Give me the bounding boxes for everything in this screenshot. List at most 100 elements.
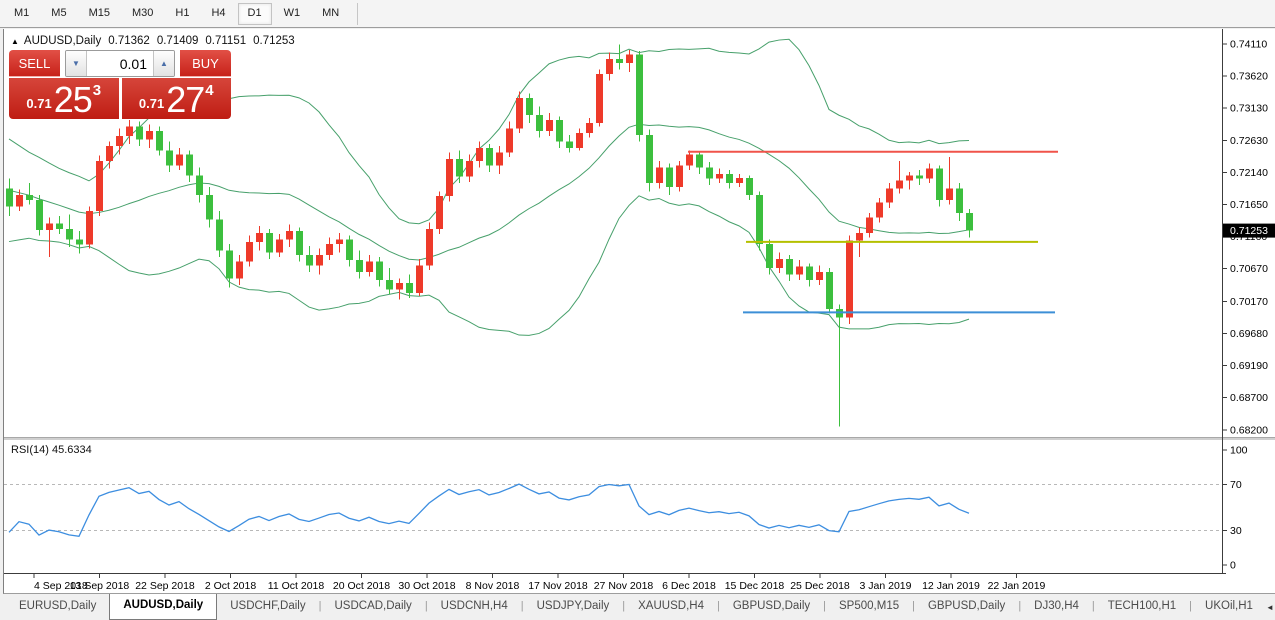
date-axis-label: 15 Dec 2018 — [725, 580, 785, 592]
candle-body — [136, 126, 143, 140]
candle-body — [156, 130, 163, 151]
candle-body — [936, 168, 943, 201]
candle-body — [426, 228, 433, 266]
candle-body — [106, 145, 113, 161]
timeframe-button-H4[interactable]: H4 — [201, 3, 235, 25]
sell-price-main: 25 — [53, 79, 93, 121]
tab-XAUUSD-H4[interactable]: XAUUSD,H4 — [638, 600, 704, 612]
candle-body — [276, 239, 283, 253]
timeframe-button-M5[interactable]: M5 — [41, 3, 76, 25]
volume-input[interactable] — [87, 51, 153, 76]
chart-tab-bar: EURUSD,Daily AUDUSD,Daily USDCHF,Daily | USD… — [0, 594, 1275, 620]
candle-body — [6, 188, 13, 207]
candle-body — [906, 175, 913, 181]
tab-USDCNH-H4[interactable]: USDCNH,H4 — [440, 600, 508, 612]
tab-DJ30-H4[interactable]: DJ30,H4 — [1034, 600, 1079, 612]
candle-body — [696, 154, 703, 168]
candle-body — [676, 165, 683, 188]
tab-EURUSD-Daily[interactable]: EURUSD,Daily — [19, 600, 97, 612]
timeframe-button-MN[interactable]: MN — [312, 3, 349, 25]
date-axis-label: 13 Sep 2018 — [70, 580, 130, 592]
tab-USDCHF-Daily[interactable]: USDCHF,Daily — [230, 600, 306, 612]
price-chart-canvas[interactable]: 0.741100.736200.731300.726300.721400.716… — [4, 29, 1275, 594]
candle-body — [626, 54, 633, 63]
tab-separator: | — [912, 600, 915, 612]
timeframe-button-W1[interactable]: W1 — [274, 3, 311, 25]
tab-TECH100-H1[interactable]: TECH100,H1 — [1107, 600, 1177, 612]
price-axis-label: 0.72630 — [1230, 135, 1268, 147]
timeframe-button-M15[interactable]: M15 — [79, 3, 120, 25]
panel-divider[interactable] — [4, 437, 1275, 440]
tab-SP500-M15[interactable]: SP500,M15 — [839, 600, 900, 612]
candle-body — [876, 202, 883, 218]
tab-separator: | — [823, 600, 827, 612]
price-axis-label: 0.70170 — [1230, 296, 1268, 308]
candle-body — [146, 130, 153, 140]
candle-body — [266, 232, 273, 253]
candle-body — [56, 223, 63, 229]
price-axis-label: 0.68200 — [1230, 425, 1268, 437]
timeframe-button-D1[interactable]: D1 — [237, 2, 272, 25]
candle-body — [526, 98, 533, 116]
sell-button[interactable]: SELL — [9, 50, 60, 77]
candle-body — [36, 200, 43, 231]
candle-body — [926, 168, 933, 179]
bollinger-lower-line — [8, 195, 970, 336]
candle-body — [286, 230, 293, 240]
candle-body — [766, 243, 773, 269]
volume-decrease-button[interactable]: ▼ — [66, 51, 87, 76]
candle-body — [226, 250, 233, 279]
ohlc-low: 0.71151 — [205, 35, 247, 47]
candle-body — [796, 266, 803, 275]
date-axis-label: 22 Jan 2019 — [988, 580, 1046, 592]
candle-body — [556, 119, 563, 142]
candle-body — [806, 266, 813, 280]
tab-separator: | — [424, 600, 428, 612]
tab-USDJPY-Daily[interactable]: USDJPY,Daily — [536, 600, 610, 612]
ohlc-open: 0.71362 — [108, 35, 150, 47]
candle-body — [516, 98, 523, 129]
candle-body — [456, 158, 463, 177]
date-axis-label: 22 Sep 2018 — [135, 580, 195, 592]
candle-body — [476, 147, 483, 161]
buy-price-box[interactable]: 0.71 27 4 — [121, 78, 231, 119]
timeframe-button-M30[interactable]: M30 — [122, 3, 163, 25]
candle-body — [756, 194, 763, 244]
buy-price-prefix: 0.71 — [138, 96, 165, 111]
candles-group — [6, 44, 973, 427]
date-axis-label: 20 Oct 2018 — [333, 580, 390, 592]
candle-body — [486, 147, 493, 166]
candle-body — [186, 154, 193, 176]
tab-USDCAD-Daily[interactable]: USDCAD,Daily — [334, 600, 412, 612]
candle-body — [46, 223, 53, 231]
sell-price-box[interactable]: 0.71 25 3 — [9, 78, 119, 119]
candle-body — [606, 59, 613, 75]
candle-body — [96, 160, 103, 212]
candle-body — [246, 241, 253, 262]
candle-body — [466, 160, 473, 177]
rsi-axis-label: 100 — [1230, 445, 1248, 457]
tab-separator: | — [1018, 600, 1022, 612]
tab-separator: | — [520, 600, 524, 612]
volume-increase-button[interactable]: ▲ — [153, 51, 174, 76]
tab-GBPUSD-Daily[interactable]: GBPUSD,Daily — [732, 600, 811, 612]
timeframe-button-H1[interactable]: H1 — [165, 3, 199, 25]
tab-AUDUSD-Daily[interactable]: AUDUSD,Daily — [109, 594, 218, 620]
candle-body — [896, 180, 903, 189]
tab-separator: | — [318, 600, 322, 612]
price-axis-label: 0.72140 — [1230, 167, 1268, 179]
candle-body — [816, 271, 823, 280]
tab-scroll-left-icon[interactable]: ◄ — [1265, 602, 1274, 612]
tab-GBPUSD-Daily[interactable]: GBPUSD,Daily — [927, 600, 1006, 612]
bollinger-middle-line — [8, 123, 970, 261]
buy-button[interactable]: BUY — [180, 50, 231, 77]
candle-body — [306, 254, 313, 266]
rsi-line — [8, 483, 970, 538]
rsi-axis-label: 0 — [1230, 560, 1236, 572]
timeframe-button-M1[interactable]: M1 — [4, 3, 39, 25]
candle-body — [436, 196, 443, 229]
candle-body — [576, 132, 583, 148]
tab-UKOil-H1[interactable]: UKOil,H1 — [1205, 600, 1253, 612]
date-axis-label: 25 Dec 2018 — [790, 580, 850, 592]
candle-body — [166, 150, 173, 166]
